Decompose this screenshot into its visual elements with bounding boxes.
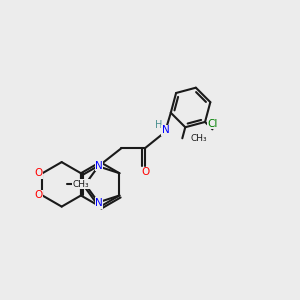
Text: Cl: Cl (207, 119, 218, 129)
Text: O: O (141, 167, 149, 177)
Text: O: O (34, 168, 43, 178)
Text: N: N (95, 198, 103, 208)
Text: H: H (155, 120, 163, 130)
Text: N: N (95, 161, 103, 171)
Text: CH₃: CH₃ (190, 134, 207, 143)
Text: N: N (162, 125, 170, 135)
Text: O: O (34, 190, 43, 200)
Text: CH₃: CH₃ (73, 180, 89, 189)
